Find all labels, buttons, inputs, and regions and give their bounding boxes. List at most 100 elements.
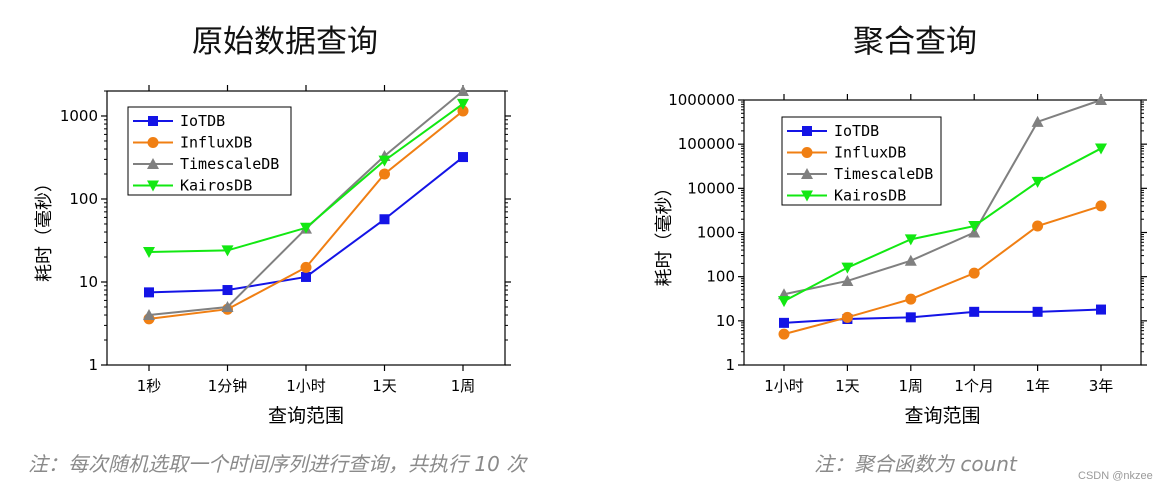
raw-point-kairosdb xyxy=(143,246,155,258)
raw-point-iotdb xyxy=(379,214,390,225)
agg-legend-item-iotdb: IoTDB xyxy=(787,122,879,140)
agg-point-timescaledb xyxy=(1031,115,1044,127)
agg-series-line-influxdb xyxy=(783,204,1102,336)
agg-point-influxdb xyxy=(1095,200,1107,212)
agg-point-iotdb xyxy=(1032,306,1043,317)
raw-point-timescaledb xyxy=(221,300,234,312)
agg-legend-marker-kairosdb xyxy=(801,190,813,202)
agg-legend-label-iotdb: IoTDB xyxy=(834,122,879,140)
raw-legend-item-iotdb: IoTDB xyxy=(133,112,225,130)
raw-y-axis: 1 10 100 1000 xyxy=(60,90,511,374)
raw-point-iotdb xyxy=(458,152,468,163)
agg-legend: IoTDB InfluxDB TimescaleDB KairosDB xyxy=(781,116,942,206)
agg-point-iotdb xyxy=(905,312,916,323)
raw-y-tick-label: 100 xyxy=(69,190,98,208)
raw-legend-label-kairosdb: KairosDB xyxy=(180,177,252,195)
raw-legend-marker-iotdb xyxy=(148,116,158,126)
raw-series-kairosdb xyxy=(143,98,469,258)
raw-point-timescaledb xyxy=(457,85,469,96)
raw-point-kairosdb xyxy=(457,98,469,110)
raw-point-influxdb xyxy=(457,105,469,117)
agg-legend-item-kairosdb: KairosDB xyxy=(787,187,906,205)
raw-point-iotdb xyxy=(144,287,154,298)
agg-x-tick-label: 1小时 xyxy=(764,377,804,395)
agg-y-tick-label: 100 xyxy=(706,268,735,286)
raw-x-tick-label: 1天 xyxy=(372,377,397,395)
chart-title-aggregate-query: 聚合查询 xyxy=(853,24,977,60)
agg-point-timescaledb xyxy=(841,274,854,286)
agg-point-influxdb xyxy=(841,311,853,323)
agg-x-tick-label: 1天 xyxy=(835,377,860,395)
raw-legend-item-influxdb: InfluxDB xyxy=(133,134,252,152)
footnote-aggregate-query: 注：聚合函数为 count xyxy=(814,452,1017,476)
raw-legend: IoTDB InfluxDB TimescaleDB KairosDB xyxy=(127,106,292,196)
raw-point-iotdb xyxy=(301,271,311,282)
agg-x-tick-label: 3年 xyxy=(1089,377,1114,395)
agg-legend-marker-influxdb xyxy=(801,147,813,158)
agg-point-influxdb xyxy=(968,267,980,279)
agg-y-tick-label: 1000000 xyxy=(668,91,735,109)
agg-legend-marker-iotdb xyxy=(802,126,812,136)
agg-point-influxdb xyxy=(778,328,790,340)
raw-y-tick-label: 1000 xyxy=(60,107,98,125)
agg-legend-item-timescaledb: TimescaleDB xyxy=(787,165,933,183)
raw-x-tick-label: 1分钟 xyxy=(208,377,248,395)
agg-y-tick-label: 100000 xyxy=(678,135,735,153)
watermark: CSDN @nkzee xyxy=(1078,470,1153,482)
raw-legend-item-kairosdb: KairosDB xyxy=(133,177,252,195)
raw-point-iotdb xyxy=(222,285,233,296)
agg-point-kairosdb xyxy=(1031,176,1044,188)
agg-x-tick-label: 1个月 xyxy=(954,377,994,395)
agg-point-timescaledb xyxy=(1095,94,1107,105)
agg-point-influxdb xyxy=(1032,220,1044,232)
raw-y-axis-label: 耗时（毫秒） xyxy=(34,174,55,282)
agg-y-axis: 1 10 100 1000 10000 100000 1000000 xyxy=(668,91,1147,374)
agg-legend-item-influxdb: InfluxDB xyxy=(787,144,906,162)
agg-x-tick-label: 1年 xyxy=(1025,377,1050,395)
agg-legend-label-influxdb: InfluxDB xyxy=(834,144,906,162)
agg-series-kairosdb xyxy=(778,143,1107,308)
agg-series-influxdb xyxy=(778,200,1107,340)
aggregate-query-chart: 1 10 100 1000 10000 100000 1000000 1小时 1天 1周 1个月 1年… xyxy=(654,91,1147,427)
raw-point-influxdb xyxy=(379,168,390,180)
agg-series-line-kairosdb xyxy=(783,147,1102,302)
raw-x-tick-label: 1秒 xyxy=(137,377,162,395)
chart-title-raw-query: 原始数据查询 xyxy=(192,24,378,60)
agg-x-axis: 1小时 1天 1周 1个月 1年 3年 xyxy=(764,94,1113,395)
agg-point-kairosdb xyxy=(904,234,917,246)
raw-x-tick-label: 1小时 xyxy=(286,377,326,395)
agg-point-iotdb xyxy=(779,317,789,328)
agg-point-kairosdb xyxy=(1095,143,1107,155)
raw-legend-marker-influxdb xyxy=(147,137,159,148)
agg-point-iotdb xyxy=(1096,304,1106,315)
agg-y-tick-label: 1000 xyxy=(697,224,735,242)
agg-y-tick-label: 10000 xyxy=(687,179,735,197)
agg-point-kairosdb xyxy=(778,296,790,308)
agg-point-timescaledb xyxy=(904,254,917,266)
agg-x-tick-label: 1周 xyxy=(899,377,924,395)
raw-x-axis-label: 查询范围 xyxy=(268,405,344,427)
raw-legend-label-timescaledb: TimescaleDB xyxy=(180,155,279,173)
agg-x-axis-label: 查询范围 xyxy=(904,405,980,427)
raw-legend-marker-kairosdb xyxy=(147,180,159,192)
agg-point-iotdb xyxy=(969,306,980,317)
agg-point-kairosdb xyxy=(841,262,854,274)
agg-y-tick-label: 1 xyxy=(725,356,735,374)
raw-y-tick-label: 1 xyxy=(88,356,98,374)
raw-point-kairosdb xyxy=(378,155,391,167)
raw-point-influxdb xyxy=(300,261,312,273)
raw-legend-label-influxdb: InfluxDB xyxy=(180,134,252,152)
raw-series-iotdb xyxy=(144,152,468,298)
agg-y-axis-label: 耗时（毫秒） xyxy=(654,179,675,287)
raw-point-timescaledb xyxy=(143,309,155,321)
raw-legend-label-iotdb: IoTDB xyxy=(180,112,225,130)
raw-y-tick-label: 10 xyxy=(79,273,98,291)
raw-legend-marker-timescaledb xyxy=(147,158,159,169)
agg-series-iotdb xyxy=(779,304,1106,328)
raw-point-kairosdb xyxy=(300,222,312,234)
agg-point-kairosdb xyxy=(968,221,981,233)
raw-x-axis: 1秒 1分钟 1小时 1天 1周 xyxy=(137,85,475,395)
agg-series-line-timescaledb xyxy=(783,99,1102,296)
agg-legend-marker-timescaledb xyxy=(801,168,813,179)
